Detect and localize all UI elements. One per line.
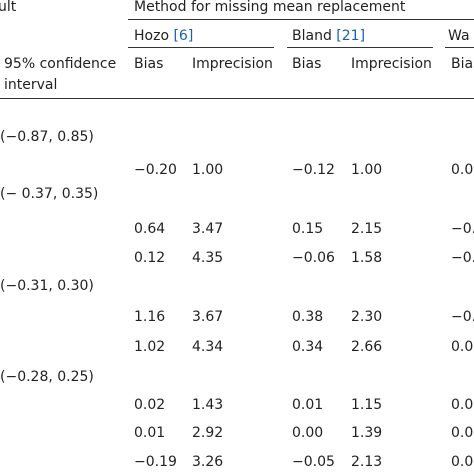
group-header-rule (128, 19, 474, 20)
wan-bias-value: −0.( (451, 221, 474, 237)
ci-header-line2: interval (4, 77, 58, 93)
hozo-imprecision-value: 4.35 (192, 250, 224, 266)
hozo-bias-header: Bias (134, 56, 164, 72)
bland-imprecision-header: Imprecision (351, 56, 432, 72)
ci-header-line1: 95% confidence (4, 56, 117, 72)
hozo-bias-value: −0.20 (134, 162, 177, 178)
hozo-reference-link[interactable]: [6] (173, 28, 194, 44)
hozo-imprecision-value: 2.92 (192, 425, 224, 441)
hozo-imprecision-header: Imprecision (192, 56, 273, 72)
hozo-imprecision-value: 3.67 (192, 309, 224, 325)
bland-bias-value: 0.38 (292, 309, 324, 325)
hozo-imprecision-value: 1.00 (192, 162, 224, 178)
bland-imprecision-value: 2.30 (351, 309, 383, 325)
group-header-title: Method for missing mean replacement (134, 0, 406, 15)
group-2-ci: (− 0.37, 0.35) (0, 186, 99, 202)
hozo-bias-value: 0.01 (134, 425, 166, 441)
bland-bias-value: −0.05 (292, 454, 335, 470)
wan-bias-value: 0.05 (451, 162, 474, 178)
bland-bias-value: −0.06 (292, 250, 335, 266)
hozo-bias-value: −0.19 (134, 454, 177, 470)
bland-bias-value: 0.15 (292, 221, 324, 237)
wan-bias-value: −0.( (451, 250, 474, 266)
bland-imprecision-value: 1.15 (351, 397, 383, 413)
wan-bias-value: 0.01 (451, 397, 474, 413)
hozo-bias-value: 0.12 (134, 250, 166, 266)
bland-bias-value: 0.34 (292, 339, 324, 355)
group-3-ci: (−0.31, 0.30) (0, 278, 94, 294)
hozo-imprecision-value: 1.43 (192, 397, 224, 413)
bland-imprecision-value: 1.39 (351, 425, 383, 441)
group-4-ci: (−0.28, 0.25) (0, 369, 94, 385)
wan-bias-header: Bias (451, 56, 474, 72)
wan-header-rule (445, 47, 474, 48)
hozo-bias-value: 0.64 (134, 221, 166, 237)
bland-imprecision-value: 1.00 (351, 162, 383, 178)
wan-bias-value: 0.01 (451, 454, 474, 470)
hozo-imprecision-value: 3.26 (192, 454, 224, 470)
bland-reference-link[interactable]: [21] (336, 28, 366, 44)
hozo-header-rule (128, 47, 274, 48)
hozo-bias-value: 1.02 (134, 339, 166, 355)
group-1-ci: (−0.87, 0.85) (0, 129, 94, 145)
bland-imprecision-value: 2.15 (351, 221, 383, 237)
wan-bias-value: 0.01 (451, 425, 474, 441)
bland-header-rule (287, 47, 433, 48)
wan-bias-value: 0.01 (451, 339, 474, 355)
bland-imprecision-value: 1.58 (351, 250, 383, 266)
method-bland-header: Bland [21] (292, 28, 366, 44)
bland-bias-value: 0.01 (292, 397, 324, 413)
truncated-result-header: ult (0, 0, 17, 15)
bland-imprecision-value: 2.66 (351, 339, 383, 355)
bland-bias-value: 0.00 (292, 425, 324, 441)
method-wan-header: Wa (448, 28, 470, 44)
wan-bias-value: −0.1 (451, 309, 474, 325)
bland-bias-header: Bias (292, 56, 322, 72)
method-hozo-header: Hozo [6] (134, 28, 194, 44)
hozo-bias-value: 1.16 (134, 309, 166, 325)
hozo-imprecision-value: 4.34 (192, 339, 224, 355)
hozo-bias-value: 0.02 (134, 397, 166, 413)
bland-imprecision-value: 2.13 (351, 454, 383, 470)
bland-bias-value: −0.12 (292, 162, 335, 178)
header-bottom-rule (0, 98, 474, 99)
hozo-imprecision-value: 3.47 (192, 221, 224, 237)
